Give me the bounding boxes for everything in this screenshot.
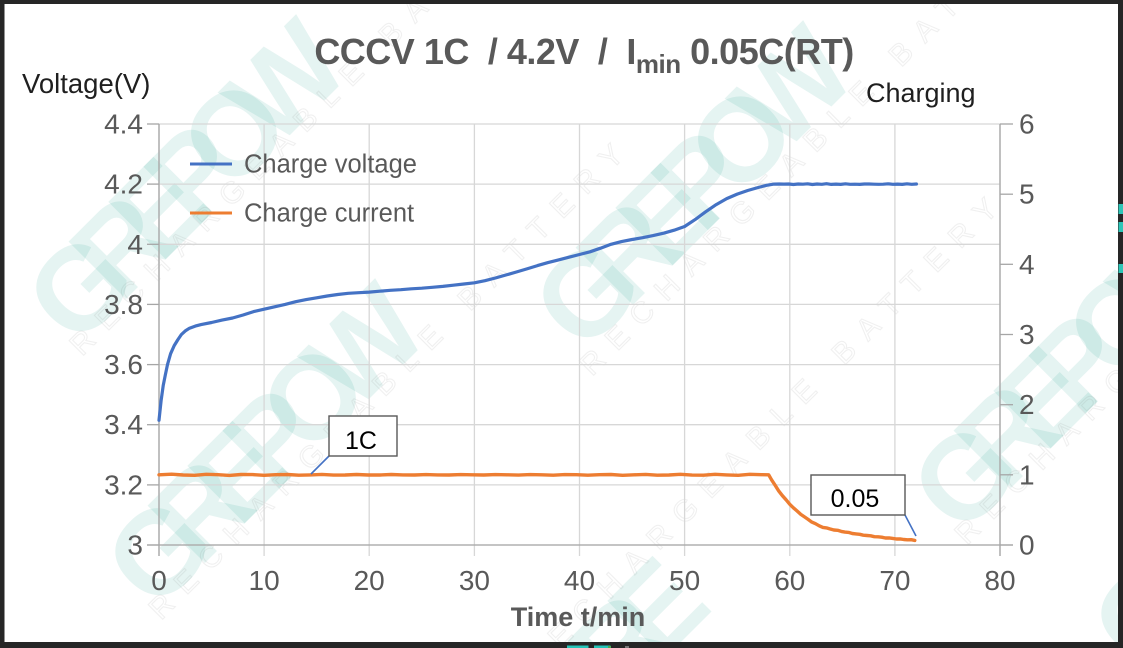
svg-text:50: 50	[669, 565, 700, 596]
svg-text:1: 1	[1019, 459, 1035, 490]
svg-text:2: 2	[1019, 389, 1035, 420]
svg-text:3.6: 3.6	[104, 349, 143, 380]
svg-text:40: 40	[564, 565, 595, 596]
svg-text:Charge current: Charge current	[244, 200, 414, 228]
svg-text:80: 80	[984, 565, 1015, 596]
svg-text:Charge voltage: Charge voltage	[244, 151, 417, 179]
svg-text:0.05: 0.05	[831, 485, 880, 513]
svg-text:CCCV 1C / 4.2V / Imin 0.05C: CCCV 1C / 4.2V / Imin 0.05C(RT)	[314, 31, 853, 79]
svg-text:3.8: 3.8	[104, 289, 143, 320]
svg-text:4.2: 4.2	[104, 169, 143, 200]
svg-text:3: 3	[1019, 319, 1035, 350]
svg-text:4.4: 4.4	[104, 109, 143, 140]
svg-text:4: 4	[1019, 249, 1035, 280]
svg-text:1C: 1C	[345, 427, 377, 455]
svg-text:0: 0	[1019, 530, 1035, 561]
svg-text:4: 4	[127, 229, 143, 260]
svg-text:3.2: 3.2	[104, 469, 143, 500]
svg-text:20: 20	[354, 565, 385, 596]
svg-text:0: 0	[151, 565, 167, 596]
svg-text:10: 10	[249, 565, 280, 596]
svg-text:Time t/min: Time t/min	[511, 602, 646, 632]
svg-text:Charging: Charging	[866, 78, 976, 108]
svg-text:Voltage(V): Voltage(V)	[22, 68, 150, 99]
svg-text:70: 70	[879, 565, 910, 596]
svg-text:60: 60	[774, 565, 805, 596]
svg-text:6: 6	[1019, 109, 1035, 140]
svg-text:30: 30	[459, 565, 490, 596]
svg-text:5: 5	[1019, 179, 1035, 210]
svg-text:3.4: 3.4	[104, 409, 143, 440]
svg-text:3: 3	[127, 530, 143, 561]
